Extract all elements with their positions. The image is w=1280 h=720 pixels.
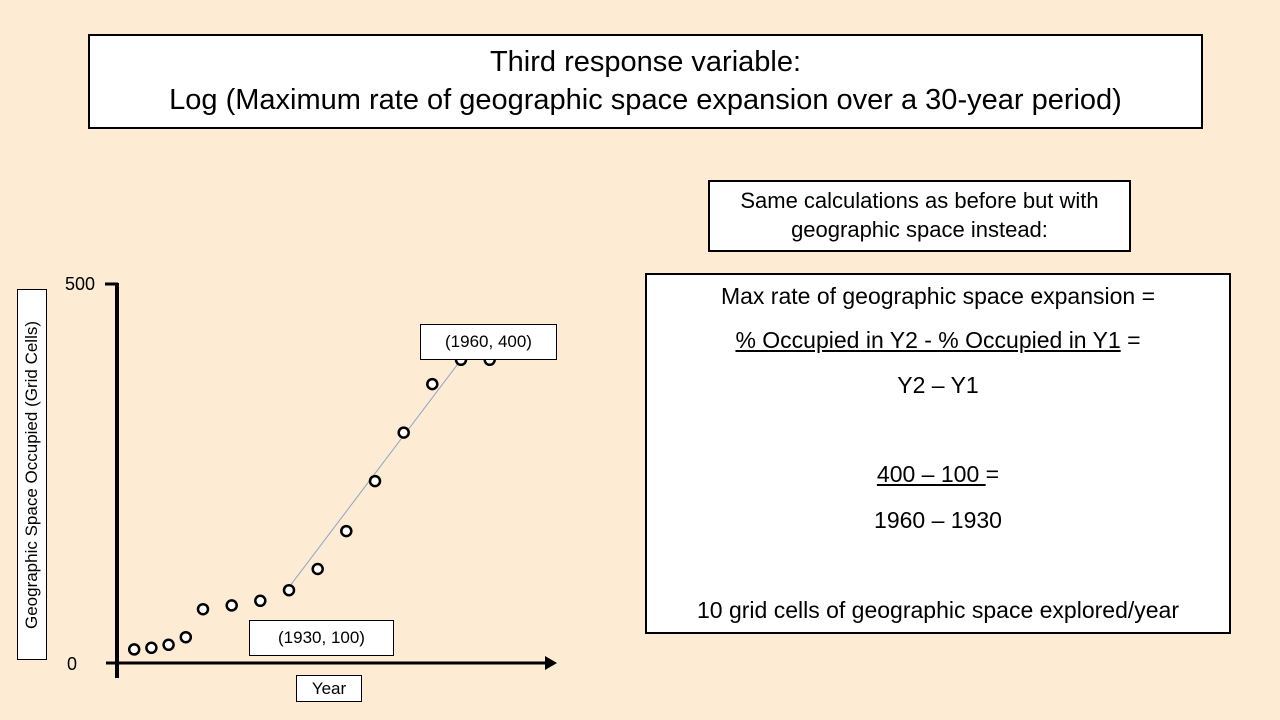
formula-line-1: Max rate of geographic space expansion = [720,283,1156,309]
data-point [162,638,175,652]
y-tick-label-500: 500 [65,274,95,294]
formula-line-4: 400 – 100 = [647,461,1229,488]
formula-box: Max rate of geographic space expansion =… [645,273,1231,634]
data-point [179,630,193,644]
title-box: Third response variable: Log (Maximum ra… [88,34,1203,129]
data-point [145,641,158,655]
note-box: Same calculations as before but with geo… [708,180,1131,252]
title-line-2: Log (Maximum rate of geographic space ex… [169,84,1122,116]
y-axis-label-box: Geographic Space Occupied (Grid Cells) [17,289,47,660]
data-point [254,594,267,608]
formula-equals-1: = [1120,327,1141,353]
x-axis-label: Year [296,675,362,702]
formula-line-6: 10 grid cells of geographic space explor… [696,597,1179,623]
annotation-1930: (1930, 100) [249,620,394,656]
x-axis-arrow [545,656,557,670]
formula-equals-2: = [985,461,1000,487]
annotation-1960: (1960, 400) [420,324,557,360]
y-axis-label: Geographic Space Occupied (Grid Cells) [22,320,41,629]
data-point [340,524,353,538]
data-point [282,583,296,597]
formula-numerator-1: % Occupied in Y2 - % Occupied in Y1 [735,327,1121,353]
title-line-1: Third response variable: [489,46,802,78]
data-point [368,474,382,488]
y-tick-label-0: 0 [67,654,77,674]
data-point [397,426,410,439]
formula-numerator-2: 400 – 100 [876,461,986,487]
data-point [225,599,238,612]
formula-line-2: % Occupied in Y2 - % Occupied in Y1 = [647,327,1229,354]
note-line-2: geographic space instead: [791,217,1048,242]
data-point [196,602,210,616]
data-point [426,377,439,391]
data-points [127,353,496,656]
formula-line-5: 1960 – 1930 [874,507,1002,533]
trend-line [288,359,462,588]
note-line-1: Same calculations as before but with [740,188,1099,213]
data-point [311,562,324,576]
formula-line-3: Y2 – Y1 [897,372,979,398]
data-point [127,643,141,656]
